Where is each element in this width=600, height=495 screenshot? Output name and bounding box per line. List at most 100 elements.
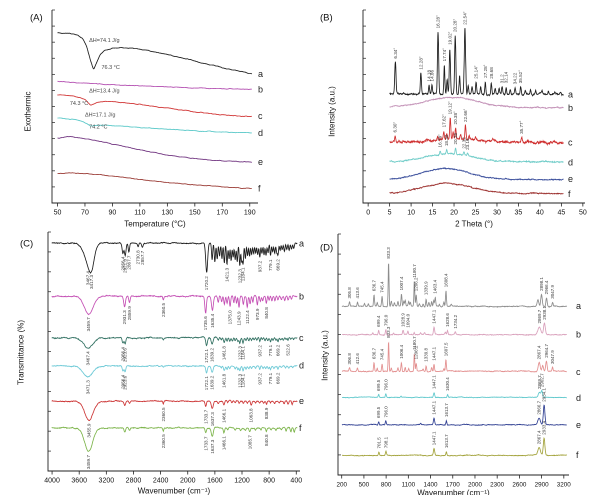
svg-text:35.52°: 35.52° — [518, 70, 523, 83]
curve-c-f — [51, 426, 298, 452]
svg-text:1232.3: 1232.3 — [237, 346, 242, 360]
svg-text:5: 5 — [388, 210, 392, 217]
svg-text:130: 130 — [162, 210, 174, 217]
svg-text:Wavenumber (cm⁻¹): Wavenumber (cm⁻¹) — [417, 489, 490, 495]
svg-text:796.0: 796.0 — [383, 406, 388, 418]
svg-text:6.30°: 6.30° — [393, 122, 398, 133]
svg-text:2900: 2900 — [535, 482, 550, 489]
svg-text:f: f — [568, 189, 571, 199]
curve-c-d — [51, 364, 298, 378]
svg-text:2956.4: 2956.4 — [120, 256, 125, 270]
svg-text:305.8: 305.8 — [347, 287, 352, 299]
svg-text:840.8: 840.8 — [264, 307, 269, 319]
svg-text:400: 400 — [290, 478, 302, 485]
svg-text:6.34°: 6.34° — [393, 48, 398, 59]
svg-text:833.3: 833.3 — [386, 247, 391, 259]
curve-c-c — [51, 336, 298, 349]
svg-text:779.1: 779.1 — [268, 344, 273, 356]
svg-text:522.6: 522.6 — [285, 344, 290, 356]
svg-text:2360.5: 2360.5 — [161, 302, 166, 316]
svg-text:3417.3: 3417.3 — [89, 275, 94, 289]
svg-text:1447.1: 1447.1 — [432, 431, 437, 445]
svg-text:798.1: 798.1 — [383, 436, 388, 448]
svg-text:3459.7: 3459.7 — [86, 317, 91, 331]
svg-text:412.6: 412.6 — [355, 353, 360, 365]
svg-text:70: 70 — [81, 210, 89, 217]
svg-text:1243.9: 1243.9 — [237, 311, 242, 325]
curve-a-d — [57, 117, 252, 134]
svg-text:2867.7: 2867.7 — [126, 255, 131, 269]
svg-text:1206.2: 1206.2 — [414, 277, 419, 291]
svg-text:14.18: 14.18 — [427, 70, 432, 82]
svg-text:ΔH=74.1 J/g: ΔH=74.1 J/g — [89, 38, 119, 44]
svg-text:3047.9: 3047.9 — [550, 284, 555, 298]
svg-text:1006.4: 1006.4 — [399, 344, 404, 358]
svg-text:Transmittance (%): Transmittance (%) — [17, 320, 26, 385]
svg-text:d: d — [299, 361, 304, 371]
svg-text:74.3 °C: 74.3 °C — [70, 101, 88, 107]
svg-text:19.02°: 19.02° — [447, 31, 452, 44]
svg-text:1630.4: 1630.4 — [445, 377, 450, 391]
svg-text:1180.7: 1180.7 — [412, 264, 417, 278]
svg-text:1733.7: 1733.7 — [203, 436, 208, 450]
svg-text:c: c — [576, 367, 581, 377]
svg-text:1461.8: 1461.8 — [222, 373, 227, 387]
svg-text:2300: 2300 — [490, 482, 505, 489]
panel-c-ftir-chart: 4000 3600 3200 2800 2400 2000 1600 1200 800 400 Wa… — [8, 230, 310, 495]
svg-text:3200: 3200 — [557, 482, 572, 489]
svg-text:699.5: 699.5 — [376, 406, 381, 418]
svg-text:14.86: 14.86 — [429, 70, 434, 82]
svg-text:2867.4: 2867.4 — [537, 430, 542, 444]
svg-text:28.68: 28.68 — [489, 67, 494, 79]
svg-text:3200: 3200 — [99, 478, 115, 485]
svg-text:699.4: 699.4 — [376, 315, 381, 327]
svg-text:20.36: 20.36 — [453, 133, 458, 145]
svg-text:1600: 1600 — [207, 478, 223, 485]
svg-text:1607.5: 1607.5 — [443, 342, 448, 356]
svg-text:1639.2: 1639.2 — [210, 348, 215, 362]
svg-text:19.12°: 19.12° — [448, 101, 453, 114]
svg-text:Intensity (a.u.): Intensity (a.u.) — [321, 330, 330, 381]
svg-text:937.2: 937.2 — [257, 260, 262, 272]
svg-text:74.2 °C: 74.2 °C — [89, 125, 107, 131]
svg-text:3467.4: 3467.4 — [86, 351, 91, 365]
svg-text:796.0: 796.0 — [383, 379, 388, 391]
svg-text:1608.4: 1608.4 — [443, 273, 448, 287]
svg-text:699.5: 699.5 — [376, 379, 381, 391]
svg-text:1447.1: 1447.1 — [432, 309, 437, 323]
curve-d-b — [342, 322, 567, 337]
svg-text:2600: 2600 — [512, 482, 527, 489]
svg-text:90: 90 — [109, 210, 117, 217]
curve-d-f — [341, 437, 567, 457]
svg-text:e: e — [299, 396, 304, 406]
svg-text:a: a — [299, 238, 304, 248]
svg-text:35.77°: 35.77° — [519, 120, 524, 133]
svg-text:(C): (C) — [20, 239, 33, 250]
svg-text:a: a — [576, 301, 581, 311]
svg-text:833.3: 833.3 — [386, 326, 391, 338]
svg-text:(B): (B) — [320, 13, 333, 24]
panel-d-raman-chart: 200 500 800 1100 1400 1700 2000 2300 2600 2900 320… — [310, 230, 600, 495]
chart-svg-c: 4000 3600 3200 2800 2400 2000 1600 1200 800 400 Wa… — [17, 231, 304, 495]
svg-text:3047.9: 3047.9 — [550, 350, 555, 364]
panel-b-xrd-chart: 0 5 10 15 20 25 30 35 40 45 50 2 Theta (°) Intensity… — [310, 2, 600, 235]
svg-text:50: 50 — [54, 210, 62, 217]
svg-text:27.28°: 27.28° — [483, 64, 488, 77]
svg-text:25.14°: 25.14° — [474, 65, 479, 78]
svg-text:500: 500 — [359, 482, 370, 489]
svg-text:2800: 2800 — [126, 478, 142, 485]
svg-text:10: 10 — [407, 210, 415, 217]
svg-text:25: 25 — [472, 210, 480, 217]
svg-text:Exothermic: Exothermic — [24, 91, 33, 131]
svg-text:2000: 2000 — [468, 482, 483, 489]
svg-text:669.2: 669.2 — [276, 259, 281, 271]
svg-text:1184.1: 1184.1 — [241, 267, 246, 281]
svg-text:796.0: 796.0 — [383, 314, 388, 326]
svg-text:3455.9: 3455.9 — [86, 423, 91, 437]
svg-text:1094.0: 1094.0 — [405, 313, 410, 327]
svg-text:1232.3: 1232.3 — [237, 269, 242, 283]
panel-a-dsc-chart: 50 70 90 110 130 150 170 190 Temperature (°C) Exo… — [18, 2, 310, 235]
svg-text:1466.1: 1466.1 — [221, 408, 226, 422]
svg-text:2902.7: 2902.7 — [539, 373, 544, 387]
curve-a-f — [57, 172, 252, 189]
